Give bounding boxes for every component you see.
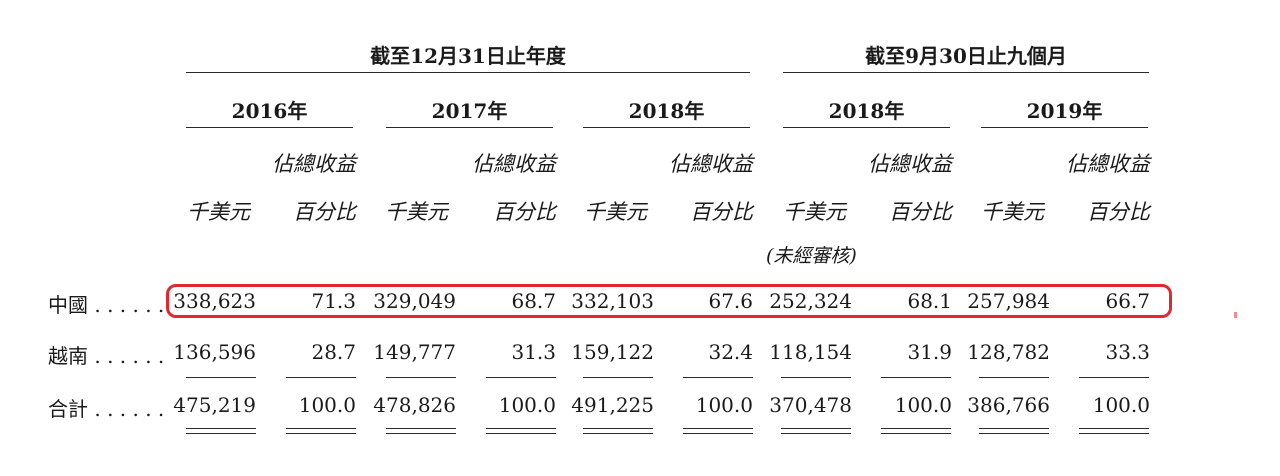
row-label: 中國 . . . . . . (48, 293, 165, 317)
value-2018-9m-pct: 31.9 (907, 340, 952, 364)
value-2019-9m-pct: 33.3 (1105, 340, 1150, 364)
value-2018-pct: 67.6 (708, 289, 753, 313)
value-2019-9m-amount: 257,984 (967, 289, 1050, 313)
pct-header-line2: 百分比 (690, 200, 753, 224)
pct-header-line2: 百分比 (493, 200, 556, 224)
amount-unit-header: 千美元 (783, 200, 846, 224)
value-2018-9m-pct: 100.0 (894, 393, 952, 417)
amount-unit-header: 千美元 (385, 200, 448, 224)
amount-unit-header: 千美元 (584, 200, 647, 224)
value-2018-pct: 100.0 (695, 393, 753, 417)
value-2019-9m-pct: 66.7 (1105, 289, 1150, 313)
row-label: 合計 . . . . . . (48, 397, 165, 421)
value-2017-amount: 478,826 (373, 393, 456, 417)
sum-rule (583, 377, 653, 378)
pct-header-line2: 百分比 (293, 200, 356, 224)
group-title-nine-months: 截至9月30日止九個月 (865, 44, 1067, 68)
year-rule-2017 (386, 127, 553, 128)
value-2019-9m-amount: 386,766 (967, 393, 1050, 417)
year-header-2018: 2018年 (628, 99, 705, 123)
sum-rule (979, 377, 1049, 378)
sum-rule (881, 377, 951, 378)
value-2018-9m-amount: 118,154 (769, 340, 852, 364)
value-2018-amount: 491,225 (571, 393, 654, 417)
value-2018-9m-amount: 370,478 (769, 393, 852, 417)
total-double-rule (881, 428, 951, 434)
pct-header-line1: 佔總收益 (868, 152, 952, 176)
pct-header-line1: 佔總收益 (272, 152, 356, 176)
pct-header-line1: 佔總收益 (472, 152, 556, 176)
margin-mark (1234, 312, 1237, 318)
value-2017-amount: 149,777 (373, 340, 456, 364)
year-header-2017: 2017年 (431, 99, 508, 123)
sum-rule (186, 377, 256, 378)
year-header-2016: 2016年 (231, 99, 308, 123)
total-double-rule (979, 428, 1049, 434)
group-rule-full-year (186, 72, 750, 73)
amount-unit-header: 千美元 (187, 200, 250, 224)
unaudited-note: (未經審核) (766, 245, 857, 267)
value-2016-amount: 475,219 (173, 393, 256, 417)
row-label: 越南 . . . . . . (48, 344, 165, 368)
value-2019-9m-pct: 100.0 (1092, 393, 1150, 417)
pct-header-line2: 百分比 (1087, 200, 1150, 224)
value-2017-amount: 329,049 (373, 289, 456, 313)
total-double-rule (583, 428, 653, 434)
year-header-2019: 2019年 (1026, 99, 1103, 123)
total-double-rule (386, 428, 456, 434)
total-double-rule (1079, 428, 1149, 434)
value-2018-amount: 332,103 (571, 289, 654, 313)
value-2016-pct: 71.3 (311, 289, 356, 313)
value-2017-pct: 68.7 (511, 289, 556, 313)
value-2017-pct: 100.0 (498, 393, 556, 417)
highlight-box-china-row (166, 284, 1172, 318)
value-2016-pct: 28.7 (311, 340, 356, 364)
pct-header-line1: 佔總收益 (669, 152, 753, 176)
value-2016-amount: 338,623 (173, 289, 256, 313)
amount-unit-header: 千美元 (981, 200, 1044, 224)
year-rule-2016 (186, 127, 353, 128)
group-rule-nine-months (783, 72, 1149, 73)
total-double-rule (186, 428, 256, 434)
total-double-rule (781, 428, 851, 434)
value-2018-pct: 32.4 (708, 340, 753, 364)
pct-header-line1: 佔總收益 (1066, 152, 1150, 176)
value-2019-9m-amount: 128,782 (967, 340, 1050, 364)
year-header-2018-nine-months: 2018年 (828, 99, 905, 123)
value-2017-pct: 31.3 (511, 340, 556, 364)
sum-rule (286, 377, 356, 378)
value-2018-9m-pct: 68.1 (907, 289, 952, 313)
total-double-rule (286, 428, 356, 434)
sum-rule (781, 377, 851, 378)
sum-rule (683, 377, 753, 378)
group-title-full-year: 截至12月31日止年度 (370, 44, 566, 68)
pct-header-line2: 百分比 (889, 200, 952, 224)
sum-rule (386, 377, 456, 378)
total-double-rule (683, 428, 753, 434)
sum-rule (1079, 377, 1149, 378)
value-2016-pct: 100.0 (298, 393, 356, 417)
year-rule-2018 (583, 127, 750, 128)
year-rule-2019 (981, 127, 1148, 128)
value-2018-9m-amount: 252,324 (769, 289, 852, 313)
sum-rule (486, 377, 556, 378)
value-2018-amount: 159,122 (571, 340, 654, 364)
total-double-rule (486, 428, 556, 434)
value-2016-amount: 136,596 (173, 340, 256, 364)
year-rule-2018-nine-months (783, 127, 950, 128)
